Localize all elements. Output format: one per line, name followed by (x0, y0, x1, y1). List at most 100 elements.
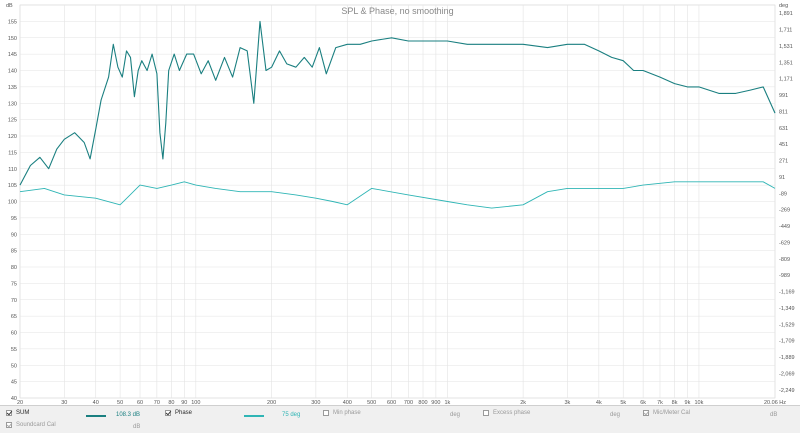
y-left-tick-label: 125 (8, 118, 17, 124)
sum-value: 108.3 dB (116, 412, 141, 418)
y-left-tick-label: 130 (8, 101, 17, 107)
y-right-tick-label: 1,171 (779, 77, 793, 83)
y-right-tick-label: -269 (779, 208, 790, 214)
x-tick-label: 4k (596, 400, 602, 405)
y-right-tick-label: 991 (779, 93, 788, 99)
legend-item-soundcard-cal[interactable]: Soundcard Cal (6, 422, 56, 428)
y-left-tick-label: 75 (11, 281, 17, 287)
y-left-tick-label: 50 (11, 363, 17, 369)
y-left-tick-label: 140 (8, 69, 17, 75)
y-left-tick-label: 115 (8, 150, 17, 156)
x-tick-label: 900 (431, 400, 440, 405)
y-right-tick-label: -2,249 (779, 388, 795, 394)
legend-sum-label: SUM (16, 410, 30, 416)
excess-phase-checkbox[interactable] (483, 410, 489, 416)
x-tick-label: 30 (61, 400, 67, 405)
x-tick-label: 300 (311, 400, 320, 405)
x-tick-label: 10k (695, 400, 704, 405)
legend-mic-meter-cal-label: Mic/Meter Cal (653, 410, 691, 416)
x-tick-label: 20.06 Hz (764, 400, 786, 405)
x-tick-label: 40 (93, 400, 99, 405)
y-right-tick-label: -809 (779, 257, 790, 263)
legend-phase-label: Phase (175, 410, 193, 416)
y-right-tick-label: -1,169 (779, 290, 795, 296)
y-left-tick-label: 40 (11, 396, 17, 402)
y-left-tick-label: 155 (8, 19, 17, 25)
x-tick-label: 100 (191, 400, 200, 405)
mic-meter-cal-checkbox[interactable] (643, 410, 649, 416)
y-right-tick-label: 2,071 (779, 0, 793, 1)
phase-color-swatch (244, 415, 264, 417)
y-left-tick-label: 85 (11, 249, 17, 255)
y-right-tick-label: 631 (779, 126, 788, 132)
y-right-tick-label: 271 (779, 159, 788, 165)
y-right-tick-label: -1,529 (779, 322, 795, 328)
x-tick-label: 700 (404, 400, 413, 405)
y-left-tick-label: 145 (8, 52, 17, 58)
y-right-tick-label: -2,069 (779, 371, 795, 377)
soundcard-cal-checkbox[interactable] (6, 422, 12, 428)
legend-item-min-phase[interactable]: Min phase (323, 410, 361, 416)
x-tick-label: 50 (117, 400, 123, 405)
y-left-tick-label: 95 (11, 216, 17, 222)
x-tick-label: 9k (685, 400, 691, 405)
y-left-tick-label: 45 (11, 380, 17, 386)
y-left-tick-label: 100 (8, 200, 17, 206)
y-right-tick-label: -629 (779, 240, 790, 246)
x-tick-label: 5k (620, 400, 626, 405)
x-tick-label: 60 (137, 400, 143, 405)
y-left-tick-label: 65 (11, 314, 17, 320)
series-line-phase (19, 181, 776, 209)
legend-soundcard-cal-label: Soundcard Cal (16, 422, 56, 428)
series-line-sum (19, 20, 776, 186)
chart-area[interactable]: 40 45 50 55 60 65 70 75 80 85 90 95 100 105 110 115 120 1… (0, 0, 800, 406)
x-tick-label: 500 (367, 400, 376, 405)
y-right-tick-label: 1,891 (779, 11, 793, 17)
x-tick-label: 8k (672, 400, 678, 405)
x-tick-label: 70 (154, 400, 160, 405)
legend-item-mic-meter-cal[interactable]: Mic/Meter Cal (643, 410, 690, 416)
y-left-tick-label: 70 (11, 298, 17, 304)
y-right-tick-label: 1,711 (779, 28, 792, 34)
y-left-tick-label: 110 (8, 167, 17, 173)
legend-excess-phase-label: Excess phase (493, 410, 531, 416)
x-tick-label: 7k (657, 400, 663, 405)
y-right-tick-label: -989 (779, 273, 790, 279)
y-right-tick-label: 1,531 (779, 44, 793, 50)
legend-item-sum[interactable]: SUM (6, 410, 29, 416)
y-left-tick-label: 80 (11, 265, 17, 271)
x-tick-label: 400 (343, 400, 352, 405)
y-left-tick-label: 120 (8, 134, 17, 140)
spl-phase-chart[interactable]: 40 45 50 55 60 65 70 75 80 85 90 95 100 105 110 115 120 1… (0, 0, 800, 406)
y-right-tick-label: -1,349 (779, 306, 795, 312)
x-tick-label: 90 (181, 400, 187, 405)
min-phase-unit: deg (450, 412, 461, 418)
legend-item-excess-phase[interactable]: Excess phase (483, 410, 530, 416)
mic-meter-cal-unit: dB (770, 412, 778, 418)
x-tick-label: 600 (387, 400, 396, 405)
y-left-tick-label: 105 (8, 183, 17, 189)
x-tick-label: 3k (565, 400, 571, 405)
y-left-tick-label: 150 (8, 36, 17, 42)
excess-phase-unit: deg (610, 412, 621, 418)
x-tick-label: 2k (520, 400, 526, 405)
sum-color-swatch (86, 415, 106, 417)
legend-item-phase[interactable]: Phase (165, 410, 192, 416)
x-tick-label: 80 (168, 400, 174, 405)
y-right-tick-label: -89 (779, 191, 787, 197)
phase-checkbox[interactable] (165, 410, 171, 416)
soundcard-cal-unit: dB (133, 424, 141, 430)
y-right-tick-label: -1,709 (779, 339, 795, 345)
y-left-tick-label: 55 (11, 347, 17, 353)
y-right-tick-label: 1,351 (779, 60, 793, 66)
legend-min-phase-label: Min phase (333, 410, 361, 416)
y-right-tick-label: -449 (779, 224, 790, 230)
y-right-tick-label: -1,889 (779, 355, 795, 361)
min-phase-checkbox[interactable] (323, 410, 329, 416)
legend-bar: SUM 108.3 dB Phase 75 deg Min phase deg … (0, 405, 800, 433)
y-left-unit-label: dB (6, 3, 13, 9)
y-left-tick-label: 135 (8, 85, 17, 91)
y-right-unit-label: deg (779, 3, 788, 9)
sum-checkbox[interactable] (6, 410, 12, 416)
x-tick-label: 200 (267, 400, 276, 405)
